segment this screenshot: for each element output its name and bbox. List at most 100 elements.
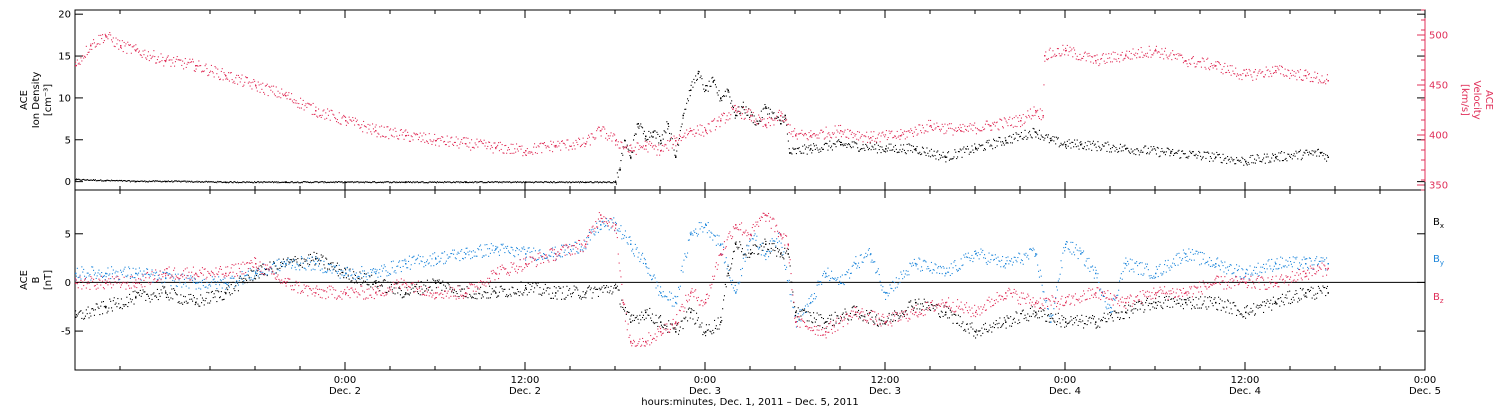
plasma-data-point	[893, 136, 895, 138]
plasma-data-point	[1148, 153, 1150, 155]
plasma-data-point	[514, 181, 516, 183]
mag-data-point	[713, 332, 715, 334]
mag-data-point	[110, 278, 112, 280]
plasma-data-point	[1234, 163, 1236, 165]
plasma-data-point	[1181, 54, 1183, 56]
mag-data-point	[129, 298, 131, 300]
plasma-data-point	[164, 60, 166, 62]
mag-data-point	[537, 282, 539, 284]
mag-data-point	[179, 282, 181, 284]
plasma-data-point	[1142, 56, 1144, 58]
plasma-data-point	[1003, 117, 1005, 119]
mag-data-point	[316, 257, 318, 259]
plasma-data-point	[299, 107, 301, 109]
mag-data-point	[451, 291, 453, 293]
plasma-data-point	[164, 180, 166, 182]
mag-data-point	[293, 260, 295, 262]
plasma-data-point	[138, 181, 140, 183]
mag-data-point	[168, 273, 170, 275]
plasma-data-point	[1149, 49, 1151, 51]
mag-data-point	[348, 269, 350, 271]
plasma-data-point	[522, 181, 524, 183]
mag-data-point	[731, 263, 733, 265]
plasma-data-point	[572, 181, 574, 183]
mag-data-point	[482, 296, 484, 298]
plasma-data-point	[1048, 142, 1050, 144]
plasma-data-point	[106, 179, 108, 181]
plasma-data-point	[113, 45, 115, 47]
plasma-data-point	[959, 148, 961, 150]
plasma-data-point	[1052, 50, 1054, 52]
plasma-data-point	[1215, 156, 1217, 158]
plasma-data-point	[116, 179, 118, 181]
plasma-data-point	[1020, 126, 1022, 128]
plasma-data-point	[1103, 145, 1105, 147]
mag-data-point	[359, 278, 361, 280]
plasma-data-point	[505, 144, 507, 146]
plasma-data-point	[1011, 142, 1013, 144]
plasma-data-point	[411, 136, 413, 138]
plasma-data-point	[1098, 145, 1100, 147]
mag-data-point	[493, 252, 495, 254]
plasma-data-point	[156, 180, 158, 182]
plasma-data-point	[264, 181, 266, 183]
plasma-data-point	[250, 181, 252, 183]
mag-data-point	[254, 275, 256, 277]
mag-data-point	[1083, 323, 1085, 325]
mag-data-point	[964, 328, 966, 330]
mag-data-point	[776, 255, 778, 257]
mag-data-point	[1079, 318, 1081, 320]
plasma-data-point	[327, 181, 329, 183]
mag-data-point	[212, 297, 214, 299]
mag-data-point	[143, 291, 145, 293]
plasma-data-point	[1233, 159, 1235, 161]
plasma-data-point	[136, 48, 138, 50]
plasma-data-point	[832, 143, 834, 145]
plasma-data-point	[171, 180, 173, 182]
plasma-data-point	[233, 181, 235, 183]
plasma-data-point	[1269, 70, 1271, 72]
mag-data-point	[1083, 327, 1085, 329]
mag-data-point	[1300, 298, 1302, 300]
plasma-data-point	[260, 83, 262, 85]
plasma-data-point	[733, 111, 735, 113]
plasma-data-point	[871, 139, 873, 141]
mag-data-point	[630, 321, 632, 323]
plasma-data-point	[339, 181, 341, 183]
plasma-data-point	[147, 51, 149, 53]
plasma-data-point	[174, 180, 176, 182]
plasma-data-point	[892, 149, 894, 151]
mag-data-point	[317, 260, 319, 262]
plasma-data-point	[1316, 76, 1318, 78]
plasma-data-point	[1159, 56, 1161, 58]
plasma-data-point	[195, 65, 197, 67]
mag-data-point	[780, 252, 782, 254]
plasma-data-point	[983, 129, 985, 131]
plasma-data-point	[549, 182, 551, 184]
mag-data-point	[356, 276, 358, 278]
plasma-data-point	[902, 132, 904, 134]
mag-data-point	[965, 330, 967, 332]
plasma-data-point	[83, 178, 85, 180]
plasma-data-point	[582, 137, 584, 139]
mag-data-point	[130, 274, 132, 276]
plasma-data-point	[620, 141, 622, 143]
mag-data-point	[768, 249, 770, 251]
plasma-data-point	[503, 181, 505, 183]
mag-data-point	[1185, 301, 1187, 304]
mag-data-point	[449, 288, 451, 290]
plasma-data-point	[787, 123, 789, 125]
mag-data-point	[1295, 290, 1297, 292]
plasma-data-point	[1141, 51, 1143, 53]
mag-ytick-label: -5	[61, 327, 71, 338]
plasma-data-point	[784, 116, 786, 118]
mag-data-point	[581, 296, 583, 298]
mag-data-point	[553, 286, 555, 288]
plasma-data-point	[856, 138, 858, 140]
plasma-data-point	[430, 181, 432, 183]
plasma-data-point	[1038, 116, 1040, 118]
mag-data-point	[804, 311, 806, 313]
mag-data-point	[1104, 317, 1106, 319]
mag-data-point	[1269, 302, 1271, 304]
mag-data-point	[1047, 314, 1049, 316]
